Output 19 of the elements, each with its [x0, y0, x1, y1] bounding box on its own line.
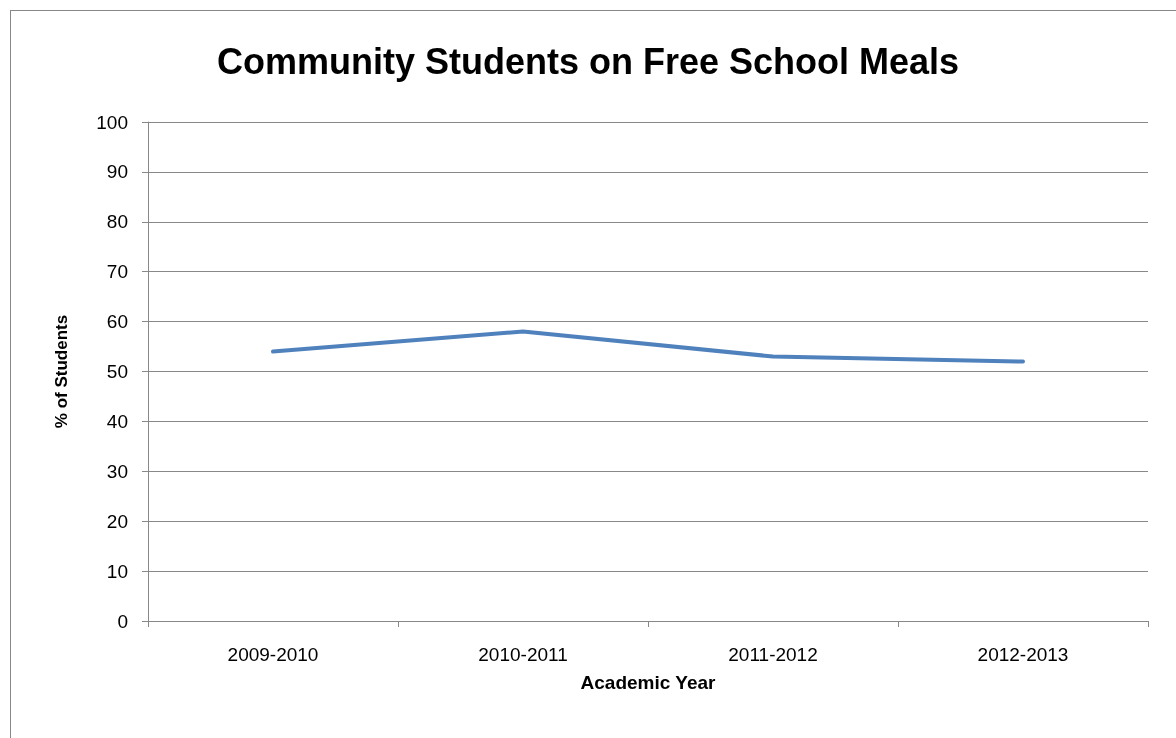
y-tick-label: 0 [117, 610, 128, 632]
chart-title: Community Students on Free School Meals [216, 40, 960, 82]
y-tick-label: 60 [106, 311, 128, 333]
y-tick-label: 50 [106, 361, 128, 382]
y-tick-label: 20 [106, 510, 128, 532]
x-tick-label: 2009-2010 [227, 644, 319, 665]
y-tick-label: 70 [106, 261, 128, 283]
x-tick-label: 2012-2013 [977, 644, 1069, 665]
y-tick-label: 80 [106, 211, 128, 233]
line-series [271, 329, 1025, 364]
y-tick-label: 30 [106, 460, 128, 482]
y-tick-label: 10 [106, 560, 128, 582]
y-axis-title: % of Students [52, 314, 71, 429]
y-tick-label: 90 [106, 161, 128, 183]
y-tick-label: 40 [106, 410, 128, 432]
y-tick-label: 100 [96, 111, 128, 133]
x-axis-title: Academic Year [580, 672, 717, 693]
x-tick-label: 2010-2011 [478, 644, 568, 665]
x-tick-label: 2011-2012 [728, 644, 818, 665]
